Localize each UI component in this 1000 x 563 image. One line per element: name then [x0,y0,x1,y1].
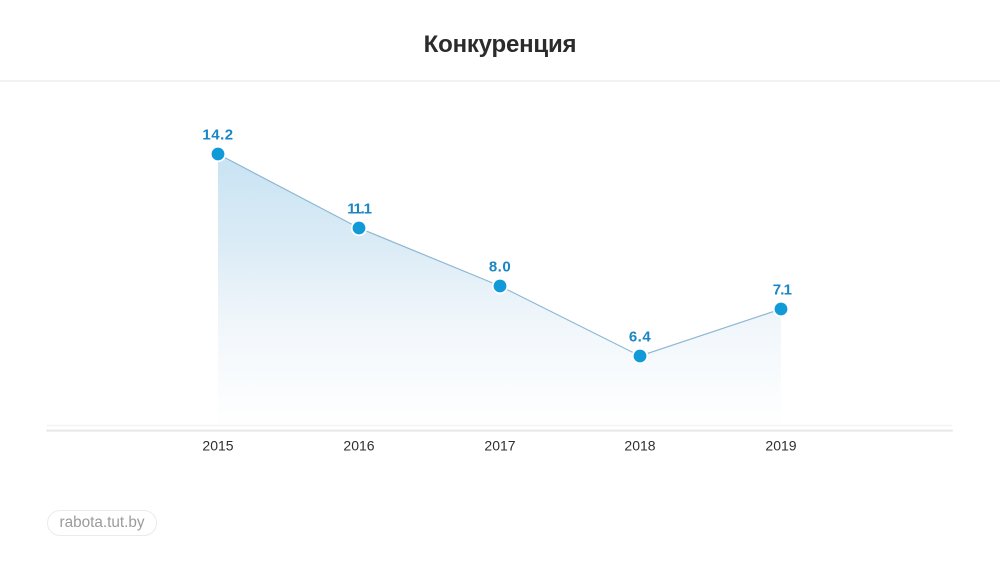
svg-text:2017: 2017 [484,438,515,454]
svg-text:2019: 2019 [765,438,796,454]
svg-text:7.1: 7.1 [773,282,792,299]
svg-text:6.4: 6.4 [629,329,652,346]
svg-text:2016: 2016 [343,438,374,454]
svg-text:11.1: 11.1 [347,201,371,218]
svg-text:2018: 2018 [624,438,655,454]
svg-text:8.0: 8.0 [489,259,511,276]
svg-text:2015: 2015 [202,438,233,454]
svg-text:14.2: 14.2 [202,127,233,144]
